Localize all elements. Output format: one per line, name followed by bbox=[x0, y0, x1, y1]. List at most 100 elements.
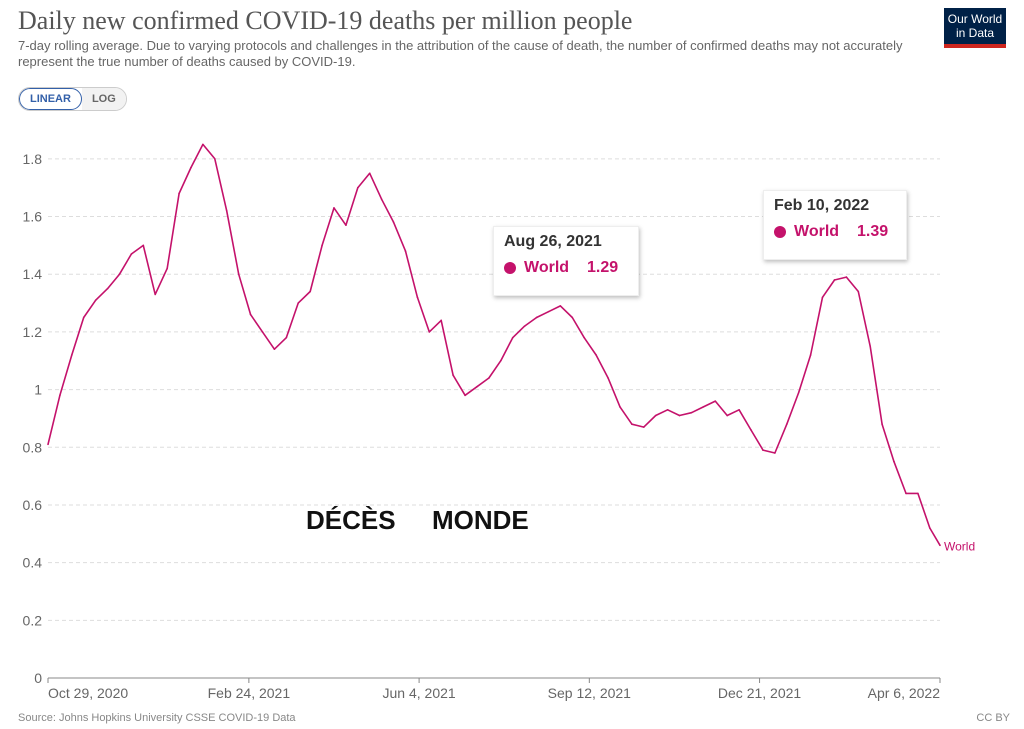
data-point bbox=[261, 331, 264, 333]
data-point bbox=[785, 423, 788, 425]
data-point bbox=[321, 244, 323, 247]
tooltip-value: 1.29 bbox=[587, 259, 619, 276]
data-point bbox=[71, 354, 73, 356]
x-tick-label: Jun 4, 2021 bbox=[383, 685, 456, 701]
data-point bbox=[547, 310, 550, 313]
grid-layer bbox=[48, 158, 940, 679]
data-point bbox=[619, 406, 621, 408]
tooltip-row: World 1.29 bbox=[504, 259, 628, 277]
data-point bbox=[130, 253, 133, 255]
y-tick-label: 1 bbox=[34, 382, 42, 398]
data-point bbox=[476, 385, 478, 388]
data-point bbox=[917, 492, 919, 495]
y-tick-label: 1.4 bbox=[23, 266, 43, 282]
y-tick-label: 0.8 bbox=[23, 439, 43, 455]
data-point bbox=[106, 287, 109, 290]
log-scale-button[interactable]: LOG bbox=[81, 88, 126, 110]
data-point bbox=[511, 336, 514, 339]
data-point bbox=[464, 394, 466, 397]
data-point bbox=[797, 391, 800, 394]
data-point bbox=[571, 316, 574, 319]
data-point bbox=[809, 354, 812, 356]
data-point bbox=[559, 305, 562, 307]
our-world-in-data-logo[interactable]: Our World in Data bbox=[944, 8, 1006, 48]
y-tick-label: 1.6 bbox=[23, 209, 43, 225]
data-point bbox=[607, 377, 609, 379]
y-tick-label: 0.6 bbox=[23, 497, 43, 513]
data-point bbox=[380, 198, 383, 201]
data-point bbox=[440, 319, 443, 322]
data-point bbox=[833, 279, 836, 281]
series-dot-icon bbox=[774, 226, 786, 238]
data-point bbox=[488, 377, 490, 379]
data-point bbox=[857, 290, 860, 293]
data-point bbox=[273, 348, 276, 351]
tooltip-date: Feb 10, 2022 bbox=[774, 197, 870, 214]
data-point bbox=[821, 296, 824, 299]
linear-scale-button[interactable]: LINEAR bbox=[19, 88, 82, 110]
data-point bbox=[345, 224, 347, 226]
data-point bbox=[666, 408, 669, 411]
data-point bbox=[738, 408, 740, 411]
data-point bbox=[750, 429, 752, 431]
series-dot-icon bbox=[504, 262, 516, 274]
x-tick-label: Feb 24, 2021 bbox=[208, 685, 291, 701]
y-tick-label: 1.8 bbox=[23, 151, 43, 167]
data-point bbox=[309, 290, 311, 293]
tooltip-aug-2021: Aug 26, 2021 World 1.29 bbox=[493, 226, 639, 296]
data-point bbox=[762, 449, 764, 451]
tooltip-value: 1.39 bbox=[857, 223, 889, 240]
data-point bbox=[702, 406, 705, 408]
data-point bbox=[142, 244, 145, 247]
data-point bbox=[631, 423, 633, 425]
data-point bbox=[357, 186, 359, 189]
data-point bbox=[202, 143, 204, 146]
data-point bbox=[428, 331, 431, 333]
x-tick-label: Apr 6, 2022 bbox=[868, 685, 941, 701]
data-point bbox=[368, 172, 371, 175]
scale-toggle: LINEAR LOG bbox=[18, 87, 127, 111]
data-point bbox=[237, 273, 240, 276]
data-point bbox=[416, 296, 419, 299]
data-point bbox=[774, 452, 776, 454]
data-point bbox=[869, 345, 872, 348]
data-point bbox=[94, 299, 97, 301]
data-point bbox=[82, 316, 85, 319]
tooltip-series-name: World bbox=[794, 223, 840, 240]
source-note[interactable]: Source: Johns Hopkins University CSSE CO… bbox=[18, 712, 296, 724]
data-point bbox=[881, 423, 883, 425]
data-point bbox=[297, 302, 300, 304]
data-point bbox=[285, 336, 288, 339]
data-point bbox=[225, 209, 228, 212]
data-point bbox=[905, 492, 907, 495]
data-point bbox=[190, 166, 192, 169]
y-tick-label: 1.2 bbox=[23, 324, 43, 340]
data-point bbox=[178, 192, 180, 195]
data-point bbox=[939, 544, 941, 547]
data-point bbox=[59, 394, 61, 397]
y-axis: 0 0.2 0.4 0.6 0.8 1 1.2 1.4 1.6 1.8 bbox=[23, 151, 43, 686]
data-point bbox=[893, 460, 895, 463]
data-point bbox=[249, 313, 252, 316]
tooltip-feb-2022: Feb 10, 2022 World 1.39 bbox=[763, 190, 907, 260]
data-point bbox=[714, 400, 717, 402]
data-point bbox=[392, 221, 395, 224]
data-point bbox=[726, 414, 729, 417]
series-end-label: World bbox=[944, 539, 975, 553]
data-point bbox=[118, 273, 121, 276]
data-point bbox=[500, 359, 502, 362]
data-point bbox=[47, 443, 49, 446]
data-point bbox=[523, 325, 526, 327]
data-point bbox=[535, 316, 538, 319]
x-axis: Oct 29, 2020 Feb 24, 2021 Jun 4, 2021 Sep 1… bbox=[47, 678, 941, 701]
tooltip-date: Aug 26, 2021 bbox=[504, 233, 602, 250]
data-point bbox=[845, 276, 848, 278]
data-point bbox=[214, 158, 216, 160]
x-tick-label: Oct 29, 2020 bbox=[48, 685, 128, 701]
data-point bbox=[928, 527, 931, 529]
y-tick-label: 0.4 bbox=[23, 555, 43, 571]
y-tick-label: 0 bbox=[34, 670, 42, 686]
overlay-word-monde: MONDE bbox=[432, 505, 529, 535]
license-link[interactable]: CC BY bbox=[976, 712, 1010, 724]
